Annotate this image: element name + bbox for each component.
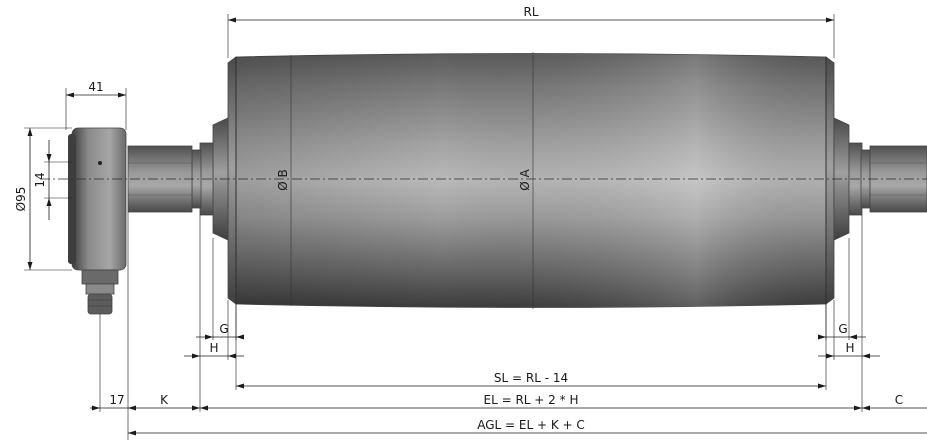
dim-g-right: G xyxy=(838,322,847,336)
dim-el: EL = RL + 2 * H xyxy=(484,393,579,407)
dim-h-right: H xyxy=(845,341,854,355)
dim-14: 14 xyxy=(33,172,47,187)
dim-h-left: H xyxy=(209,341,218,355)
dim-41: 41 xyxy=(88,80,103,94)
dim-95: Ø95 xyxy=(14,187,28,212)
dim-c: C xyxy=(895,393,903,407)
dim-diameter-a: Ø A xyxy=(518,168,532,190)
dim-k: K xyxy=(160,393,169,407)
left-shaft-assembly xyxy=(68,117,229,315)
dim-diameter-b: Ø B xyxy=(276,169,290,191)
dimension-lines xyxy=(24,14,927,440)
dim-agl: AGL = EL + K + C xyxy=(477,418,585,432)
dim-17: 17 xyxy=(109,393,124,407)
dim-g-left: G xyxy=(219,322,228,336)
dim-rl: RL xyxy=(523,5,538,19)
dim-sl: SL = RL - 14 xyxy=(494,371,568,385)
drum-body xyxy=(227,52,835,309)
